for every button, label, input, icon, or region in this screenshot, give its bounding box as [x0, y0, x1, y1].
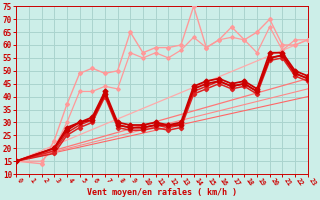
- X-axis label: Vent moyen/en rafales ( km/h ): Vent moyen/en rafales ( km/h ): [87, 188, 237, 197]
